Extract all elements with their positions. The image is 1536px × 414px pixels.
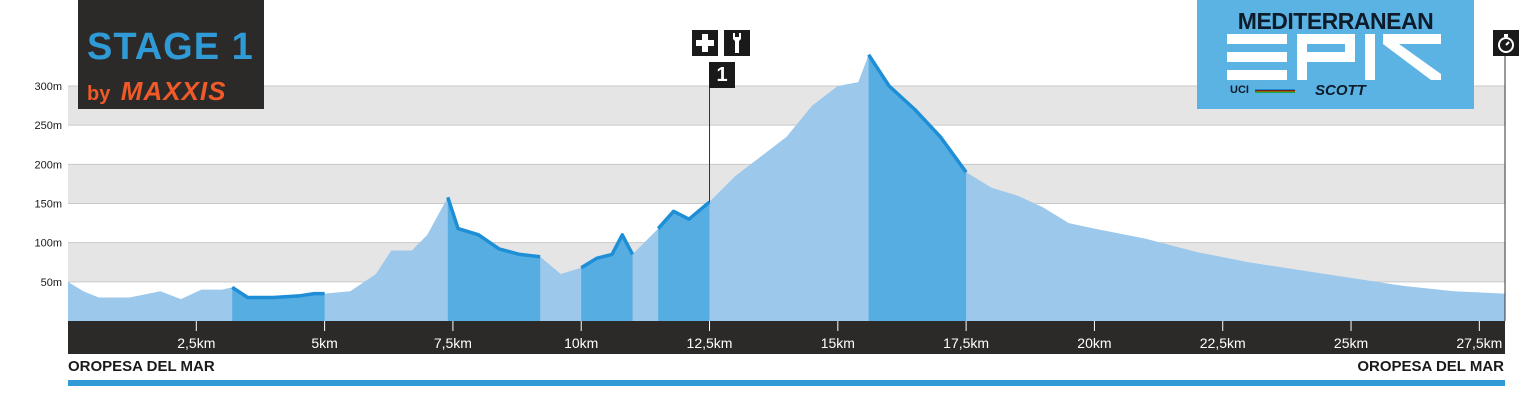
x-tick-label: 7,5km: [434, 335, 472, 351]
x-tick-label: 15km: [821, 335, 855, 351]
y-tick-label: 300m: [34, 81, 62, 93]
checkpoint-number-badge: 1: [709, 62, 735, 88]
markers: [709, 56, 1506, 321]
uci-label: UCI: [1230, 84, 1249, 96]
stage-sponsor-line: by MAXXIS: [87, 76, 226, 107]
profile-area-highlight: [447, 197, 541, 321]
stage-badge: STAGE 1 by MAXXIS: [78, 0, 264, 109]
x-tick-label: 27,5km: [1456, 335, 1502, 351]
profile-highlight-line: [446, 196, 541, 259]
finish-town-label: OROPESA DEL MAR: [1357, 358, 1504, 375]
profile-highlight-line: [867, 53, 968, 174]
event-logo: MEDITERRANEAN UCI SCOTT: [1197, 0, 1474, 109]
stopwatch-icon: [1493, 30, 1519, 56]
profile-highlight-line: [656, 200, 711, 230]
x-tick-label: 17,5km: [943, 335, 989, 351]
x-tick-label: 10km: [564, 335, 598, 351]
profile-lines: [231, 53, 968, 300]
y-tick-label: 100m: [34, 238, 62, 250]
stage-title: STAGE 1: [87, 26, 254, 68]
uci-rainbow-stripes: [1255, 89, 1295, 93]
epic-logo-mark: [1227, 34, 1441, 80]
event-logo-title: MEDITERRANEAN: [1237, 8, 1434, 34]
y-axis: 50m 100m 150m 200m 250m 300m: [34, 81, 62, 289]
start-town-label: OROPESA DEL MAR: [68, 358, 215, 375]
bottom-accent-line: [68, 380, 1505, 386]
profile-highlight-line: [231, 285, 325, 300]
first-aid-plus-icon: [692, 30, 718, 56]
profile-area-highlight: [581, 234, 633, 321]
y-tick-label: 250m: [34, 120, 62, 132]
y-tick-label: 50m: [41, 277, 62, 289]
x-axis-bar: [68, 321, 1505, 354]
stage-sponsor-logo: MAXXIS: [120, 76, 227, 106]
y-tick-label: 200m: [34, 159, 62, 171]
wrench-icon: [724, 30, 750, 56]
y-tick-label: 150m: [34, 199, 62, 211]
stage-by-label: by: [87, 83, 111, 105]
x-tick-label: 5km: [311, 335, 337, 351]
profile-area-main: [68, 54, 1505, 322]
x-tick-label: 22,5km: [1200, 335, 1246, 351]
x-tick-label: 20km: [1077, 335, 1111, 351]
x-tick-label: 2,5km: [177, 335, 215, 351]
x-tick-label: 25km: [1334, 335, 1368, 351]
x-tick-label: 12,5km: [687, 335, 733, 351]
event-sponsor-logo: SCOTT: [1315, 82, 1366, 99]
x-axis: 2,5km 5km 7,5km 10km 12,5km 15km 17,5km 20km 22,…: [68, 321, 1505, 354]
profile-area-highlight: [658, 201, 710, 321]
profile-highlight-line: [580, 233, 635, 270]
profile-areas: [68, 54, 1505, 322]
profile-area-highlight: [868, 54, 967, 322]
